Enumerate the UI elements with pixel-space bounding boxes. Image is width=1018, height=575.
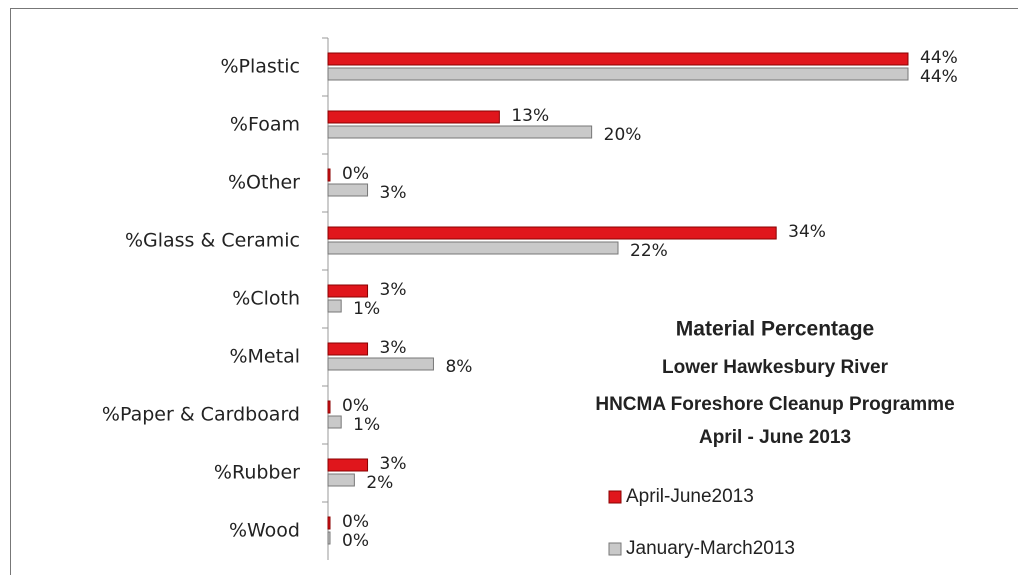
category-label: %Glass & Ceramic: [125, 230, 300, 252]
value-label: 1%: [353, 415, 380, 435]
value-label: 2%: [366, 473, 393, 493]
bar: [327, 299, 342, 313]
bar: [327, 110, 500, 124]
bar: [327, 125, 593, 139]
bar: [327, 415, 342, 429]
category-label: %Paper & Cardboard: [102, 404, 300, 426]
legend-swatch: [608, 490, 622, 504]
value-label: 20%: [604, 125, 642, 145]
value-label: 0%: [342, 531, 369, 551]
value-label: 3%: [380, 280, 407, 300]
bar: [327, 342, 369, 356]
value-label: 3%: [380, 338, 407, 358]
bar: [327, 183, 369, 197]
legend-swatch: [608, 542, 622, 556]
category-label: %Plastic: [220, 56, 300, 78]
value-label: 13%: [511, 106, 549, 126]
category-label: %Foam: [230, 114, 300, 136]
bar: [327, 241, 619, 255]
chart-subtitle: April - June 2013: [699, 427, 851, 448]
category-label: %Other: [228, 172, 300, 194]
bar: [327, 52, 909, 66]
category-label: %Metal: [229, 346, 300, 368]
value-label: 44%: [920, 67, 958, 87]
value-label: 3%: [380, 454, 407, 474]
category-label: %Rubber: [214, 462, 300, 484]
bar: [327, 516, 331, 530]
bar: [327, 284, 369, 298]
value-label: 1%: [353, 299, 380, 319]
value-label: 34%: [788, 222, 826, 242]
legend-label: April-June2013: [626, 486, 754, 507]
bar: [327, 357, 434, 371]
legend-label: January-March2013: [626, 538, 795, 559]
category-label: %Cloth: [232, 288, 300, 310]
bar: [327, 226, 777, 240]
category-label: %Wood: [229, 520, 300, 542]
value-label: 0%: [342, 396, 369, 416]
value-label: 8%: [445, 357, 472, 377]
bar: [327, 67, 909, 81]
value-label: 44%: [920, 48, 958, 68]
chart-subtitle: Lower Hawkesbury River: [662, 357, 889, 378]
bar: [327, 473, 355, 487]
bar: [327, 400, 331, 414]
value-label: 0%: [342, 164, 369, 184]
chart-title: Material Percentage: [676, 318, 874, 341]
value-label: 22%: [630, 241, 668, 261]
bar: [327, 531, 331, 545]
frame: [10, 8, 1018, 575]
chart-subtitle: HNCMA Foreshore Cleanup Programme: [595, 394, 954, 415]
value-label: 0%: [342, 512, 369, 532]
bar: [327, 168, 331, 182]
bar: [327, 458, 369, 472]
value-label: 3%: [380, 183, 407, 203]
